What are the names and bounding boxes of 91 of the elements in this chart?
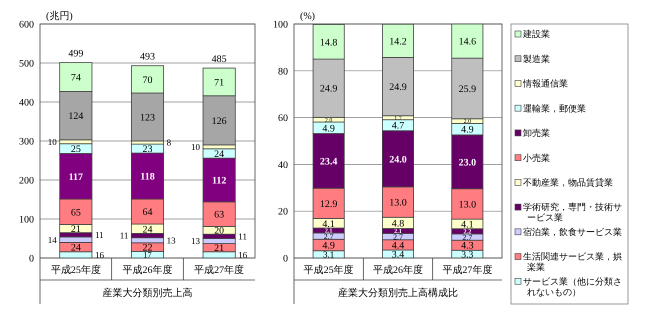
y-tick-label: 0 <box>283 254 288 264</box>
data-label: 117 <box>68 172 84 183</box>
legend-label: 宿泊業，飲食サービス業 <box>523 226 622 237</box>
x-tick-label: 平成27年度 <box>442 264 492 276</box>
data-label: 20 <box>214 226 224 237</box>
y-tick-label: 100 <box>19 214 34 226</box>
x-tick-label: 平成26年度 <box>122 264 172 276</box>
data-label: 11 <box>94 230 104 240</box>
data-label: 65 <box>70 207 81 218</box>
data-label: 10 <box>191 142 201 152</box>
data-label: 4.9 <box>461 124 474 136</box>
data-label: 23 <box>142 144 152 156</box>
data-label: 21 <box>70 224 81 236</box>
data-label: 17 <box>143 250 152 260</box>
data-label: 24 <box>142 224 152 236</box>
data-label: 23.0 <box>458 157 476 168</box>
data-label: 23.4 <box>320 156 338 168</box>
x-axis-title: 産業大分類別売上高構成比 <box>338 287 458 299</box>
data-label: 14.2 <box>389 36 407 48</box>
legend-label: 生活関連サービス業，娯楽業 <box>523 252 622 272</box>
y-tick-label: 100 <box>273 20 288 30</box>
data-label: 14.6 <box>458 36 476 48</box>
y-tick-label: 400 <box>19 98 34 108</box>
legend-label: 卸売業 <box>523 128 550 138</box>
data-label: 70 <box>142 74 152 86</box>
legend-label: 学術研究，専門・技術サービス業 <box>523 202 622 223</box>
data-label: 24 <box>214 148 224 160</box>
legend-label: 製造業 <box>523 54 550 64</box>
data-label: 13 <box>191 236 201 246</box>
data-label: 124 <box>68 111 84 122</box>
data-label: 16 <box>94 250 104 260</box>
y-tick-label: 200 <box>19 176 34 186</box>
data-label: 11 <box>238 232 247 242</box>
data-label: 14.8 <box>320 37 338 48</box>
data-label: 71 <box>214 77 224 88</box>
total-label: 493 <box>140 52 155 63</box>
y-tick-label: 300 <box>19 136 34 148</box>
y-tick-label: 500 <box>19 58 34 70</box>
data-label: 4.9 <box>322 240 335 252</box>
data-label: 11 <box>120 230 128 241</box>
total-label: 499 <box>68 48 84 60</box>
data-label: 126 <box>212 116 227 127</box>
data-label: 3.1 <box>323 250 334 260</box>
y-axis-title: (兆円) <box>46 10 73 22</box>
data-label: 74 <box>70 72 81 84</box>
y-tick-label: 600 <box>19 20 34 30</box>
y-tick-label: 20 <box>278 206 288 218</box>
total-label: 485 <box>212 54 227 66</box>
legend-label: 建設業 <box>522 29 550 40</box>
data-label: 4.8 <box>392 218 404 230</box>
data-label: 25.9 <box>458 84 476 95</box>
data-label: 14 <box>48 234 58 245</box>
data-label: 112 <box>212 176 226 186</box>
data-label: 63 <box>214 210 224 221</box>
legend-label: 不動産業，物品賃貸業 <box>523 178 613 188</box>
data-label: 4.1 <box>461 219 474 230</box>
x-axis-title: 産業大分類別売上高 <box>102 287 192 299</box>
data-label: 4.1 <box>322 218 335 230</box>
data-label: 12.9 <box>320 198 338 210</box>
x-tick-label: 平成26年度 <box>373 264 423 276</box>
data-label: 16 <box>238 250 248 260</box>
x-tick-label: 平成27年度 <box>194 264 244 276</box>
y-tick-label: 0 <box>29 254 34 264</box>
y-tick-label: 40 <box>278 160 288 171</box>
data-label: 13.0 <box>458 199 476 210</box>
data-label: 24 <box>70 242 81 254</box>
data-label: 25 <box>70 144 81 156</box>
data-label: 13 <box>166 235 176 246</box>
y-tick-label: 60 <box>278 113 288 124</box>
x-tick-label: 平成25年度 <box>50 264 101 276</box>
data-label: 118 <box>140 172 155 183</box>
data-label: 123 <box>140 112 155 124</box>
x-tick-label: 平成25年度 <box>304 264 354 276</box>
data-label: 24.9 <box>389 82 407 94</box>
legend-label: 小売業 <box>523 152 550 163</box>
data-label: 10 <box>48 136 58 147</box>
data-label: 4.4 <box>392 240 404 252</box>
y-tick-label: 80 <box>278 66 288 78</box>
data-label: 21 <box>214 243 224 254</box>
data-label: 64 <box>142 207 152 218</box>
legend-label: サービス業（他に分類されないもの） <box>523 276 622 297</box>
legend-label: 運輸業，郵便業 <box>523 103 586 114</box>
data-label: 8 <box>166 138 172 148</box>
y-axis-title: (%) <box>300 11 315 22</box>
legend-label: 情報通信業 <box>522 78 568 89</box>
data-label: 4.3 <box>461 240 474 252</box>
data-label: 4.9 <box>322 123 335 134</box>
data-label: 13.0 <box>389 198 407 209</box>
data-label: 24.0 <box>389 154 407 166</box>
data-label: 24.9 <box>320 84 338 95</box>
data-label: 4.7 <box>392 120 404 132</box>
